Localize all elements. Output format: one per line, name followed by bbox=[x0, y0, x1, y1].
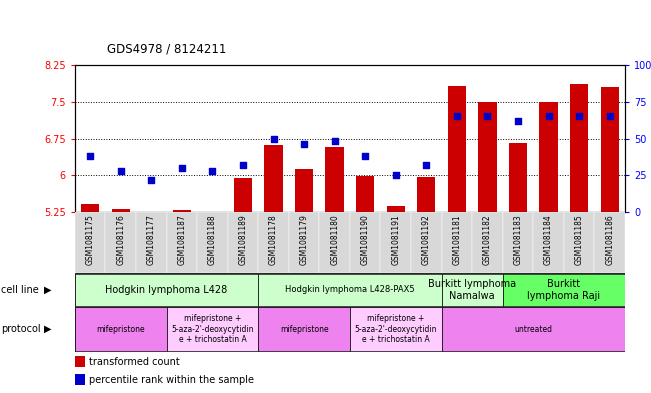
Text: mifepristone: mifepristone bbox=[96, 325, 145, 334]
Text: untreated: untreated bbox=[514, 325, 552, 334]
Bar bbox=[478, 102, 497, 212]
Bar bbox=[289, 212, 320, 273]
Bar bbox=[503, 212, 533, 273]
Bar bbox=[203, 212, 221, 215]
Point bbox=[115, 168, 126, 174]
Bar bbox=[533, 212, 564, 273]
Bar bbox=[105, 212, 136, 273]
Bar bbox=[387, 206, 405, 212]
Bar bbox=[411, 212, 441, 273]
Text: mifepristone: mifepristone bbox=[280, 325, 328, 334]
Bar bbox=[509, 143, 527, 212]
Bar bbox=[326, 147, 344, 212]
Text: GSM1081192: GSM1081192 bbox=[422, 214, 431, 265]
Bar bbox=[441, 274, 503, 306]
Bar bbox=[258, 212, 289, 273]
Point bbox=[482, 113, 493, 119]
Text: GSM1081183: GSM1081183 bbox=[514, 214, 523, 265]
Bar bbox=[594, 212, 625, 273]
Bar bbox=[75, 356, 85, 367]
Bar bbox=[75, 212, 105, 273]
Bar bbox=[111, 209, 130, 212]
Text: GSM1081176: GSM1081176 bbox=[117, 214, 125, 265]
Text: ▶: ▶ bbox=[44, 285, 52, 295]
Text: GSM1081175: GSM1081175 bbox=[86, 214, 94, 265]
Bar bbox=[258, 274, 441, 306]
Text: GSM1081188: GSM1081188 bbox=[208, 214, 217, 264]
Text: percentile rank within the sample: percentile rank within the sample bbox=[89, 375, 254, 385]
Bar bbox=[264, 145, 283, 212]
Bar bbox=[350, 212, 380, 273]
Bar bbox=[570, 84, 589, 212]
Bar bbox=[350, 307, 441, 351]
Point bbox=[513, 118, 523, 124]
Bar bbox=[81, 204, 100, 212]
Point bbox=[452, 113, 462, 119]
Bar bbox=[197, 212, 228, 273]
Text: Hodgkin lymphoma L428: Hodgkin lymphoma L428 bbox=[105, 285, 228, 295]
Bar bbox=[380, 212, 411, 273]
Text: GSM1081191: GSM1081191 bbox=[391, 214, 400, 265]
Bar bbox=[173, 210, 191, 212]
Text: GSM1081177: GSM1081177 bbox=[146, 214, 156, 265]
Text: Burkitt
lymphoma Raji: Burkitt lymphoma Raji bbox=[527, 279, 600, 301]
Point bbox=[268, 135, 279, 142]
Text: transformed count: transformed count bbox=[89, 357, 180, 367]
Point bbox=[391, 172, 401, 178]
Bar bbox=[356, 176, 374, 212]
Bar bbox=[564, 212, 594, 273]
Text: Hodgkin lymphoma L428-PAX5: Hodgkin lymphoma L428-PAX5 bbox=[285, 285, 415, 294]
Text: GSM1081187: GSM1081187 bbox=[177, 214, 186, 265]
Bar bbox=[540, 102, 558, 212]
Bar bbox=[472, 212, 503, 273]
Text: GSM1081179: GSM1081179 bbox=[299, 214, 309, 265]
Bar bbox=[441, 212, 472, 273]
Text: protocol: protocol bbox=[1, 324, 41, 334]
Point bbox=[299, 141, 309, 147]
Bar bbox=[142, 212, 160, 214]
Bar bbox=[258, 307, 350, 351]
Text: GSM1081189: GSM1081189 bbox=[238, 214, 247, 265]
Point bbox=[360, 153, 370, 159]
Bar bbox=[320, 212, 350, 273]
Text: GSM1081190: GSM1081190 bbox=[361, 214, 370, 265]
Bar bbox=[75, 374, 85, 385]
Text: ▶: ▶ bbox=[44, 324, 52, 334]
Text: GSM1081182: GSM1081182 bbox=[483, 214, 492, 264]
Point bbox=[176, 165, 187, 171]
Text: cell line: cell line bbox=[1, 285, 39, 295]
Text: GSM1081180: GSM1081180 bbox=[330, 214, 339, 265]
Text: GSM1081185: GSM1081185 bbox=[575, 214, 583, 265]
Point bbox=[605, 113, 615, 119]
Bar bbox=[417, 177, 436, 212]
Text: Burkitt lymphoma
Namalwa: Burkitt lymphoma Namalwa bbox=[428, 279, 516, 301]
Bar bbox=[136, 212, 167, 273]
Text: mifepristone +
5-aza-2'-deoxycytidin
e + trichostatin A: mifepristone + 5-aza-2'-deoxycytidin e +… bbox=[355, 314, 437, 344]
Point bbox=[238, 162, 248, 168]
Text: GSM1081181: GSM1081181 bbox=[452, 214, 462, 264]
Text: GSM1081178: GSM1081178 bbox=[269, 214, 278, 265]
Text: GSM1081184: GSM1081184 bbox=[544, 214, 553, 265]
Bar bbox=[600, 87, 619, 212]
Point bbox=[146, 177, 156, 183]
Text: GDS4978 / 8124211: GDS4978 / 8124211 bbox=[107, 42, 227, 55]
Bar bbox=[448, 86, 466, 212]
Bar bbox=[234, 178, 252, 212]
Bar bbox=[167, 212, 197, 273]
Bar bbox=[75, 274, 258, 306]
Bar bbox=[441, 307, 625, 351]
Bar bbox=[167, 307, 258, 351]
Point bbox=[329, 138, 340, 145]
Bar bbox=[228, 212, 258, 273]
Point bbox=[574, 113, 585, 119]
Bar bbox=[295, 169, 313, 212]
Text: GSM1081186: GSM1081186 bbox=[605, 214, 614, 265]
Bar bbox=[75, 307, 167, 351]
Point bbox=[207, 168, 217, 174]
Bar bbox=[503, 274, 625, 306]
Point bbox=[85, 153, 95, 159]
Point bbox=[544, 113, 554, 119]
Point bbox=[421, 162, 432, 168]
Text: mifepristone +
5-aza-2'-deoxycytidin
e + trichostatin A: mifepristone + 5-aza-2'-deoxycytidin e +… bbox=[171, 314, 254, 344]
